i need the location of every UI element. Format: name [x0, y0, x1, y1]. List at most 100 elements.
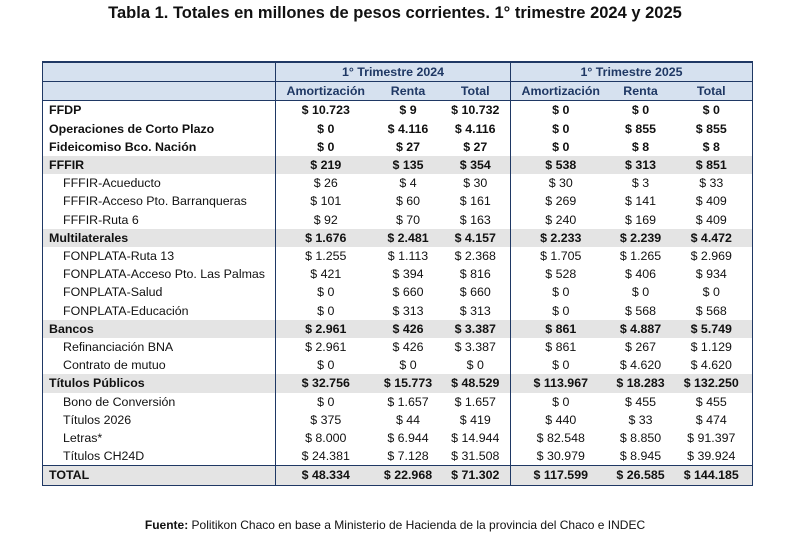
- cell-value: $ 5.749: [670, 319, 753, 339]
- cell-value: $ 1.113: [387, 249, 429, 264]
- table-row: Bancos $ 2.961 $ 426 $ 3.387 $ 861 $ 4.887 $ 5…: [42, 319, 753, 339]
- cell-value: $ 2.368: [454, 249, 496, 264]
- column-header: Total: [670, 81, 753, 102]
- cell-value: $ 313: [610, 156, 671, 175]
- row-label: FONPLATA-Ruta 13: [63, 249, 175, 264]
- cell-value: $ 0: [275, 356, 376, 375]
- cell-value: $ 660: [459, 285, 491, 300]
- cell-value: $ 30: [463, 176, 488, 191]
- cell-value: $ 861: [510, 319, 611, 339]
- cell-value: $ 816: [459, 267, 491, 282]
- cell-value: $ 313: [459, 303, 491, 318]
- cell-value: $ 1.129: [690, 340, 732, 355]
- table-row: TOTAL $ 48.334 $ 22.968 $ 71.302 $ 117.599 $ …: [42, 465, 753, 486]
- cell-value: $ 375: [275, 410, 376, 430]
- table-row: Títulos CH24D $ 24.381 $ 7.128 $ 31.508 $ 30…: [43, 447, 753, 466]
- row-label: FFDP: [49, 103, 82, 118]
- cell-value: $ 474: [695, 412, 727, 427]
- cell-value: $ 141: [625, 194, 657, 209]
- cell-value: $ 169: [625, 212, 657, 227]
- cell-value: $ 27: [395, 139, 421, 154]
- cell-value: $ 33: [699, 176, 724, 191]
- table-body: FFDP $ 10.723 $ 9 $ 10.732 $ 0 $ 0 $ 0 Operacio…: [42, 100, 753, 486]
- cell-value: $ 855: [625, 121, 657, 136]
- cell-value: $ 0: [275, 119, 376, 138]
- cell-value: $ 92: [275, 210, 376, 229]
- group-header-row: 1° Trimestre 2024 1° Trimestre 2025: [42, 61, 753, 83]
- cell-value: $ 30.979: [510, 447, 611, 466]
- row-label: Títulos 2026: [63, 412, 132, 427]
- cell-value: $ 48.529: [440, 374, 511, 393]
- cell-value: $ 4.157: [440, 228, 511, 248]
- cell-value: $ 0: [275, 137, 376, 157]
- cell-value: $ 8.000: [275, 429, 376, 448]
- cell-value: $ 568: [695, 303, 727, 318]
- cell-value: $ 4.116: [454, 121, 496, 136]
- table-row: FONPLATA-Educación $ 0 $ 313 $ 313 $ 0 $ 568 $…: [43, 301, 753, 320]
- table-row: FONPLATA-Acceso Pto. Las Palmas $ 421 $ 39…: [43, 265, 753, 284]
- cell-value: $ 101: [275, 192, 376, 211]
- cell-value: $ 660: [392, 285, 424, 300]
- cell-value: $ 14.944: [451, 431, 500, 446]
- cell-value: $ 1.705: [510, 247, 611, 266]
- column-header: Total: [440, 81, 511, 102]
- table-row: Bono de Conversión $ 0 $ 1.657 $ 1.657 $ 0 $ …: [43, 392, 753, 411]
- column-header-row: Amortización Renta Total Amortización Re…: [42, 81, 753, 102]
- cell-value: $ 455: [695, 394, 727, 409]
- cell-value: $ 1.657: [387, 394, 429, 409]
- cell-value: $ 18.283: [610, 374, 671, 393]
- cell-value: $ 0: [510, 301, 611, 320]
- cell-value: $ 113.967: [510, 374, 611, 393]
- cell-value: $ 354: [440, 156, 511, 175]
- header-blank: [42, 61, 276, 83]
- cell-value: $ 421: [275, 265, 376, 284]
- row-label: Bono de Conversión: [63, 394, 176, 409]
- cell-value: $ 0: [275, 392, 376, 411]
- data-table: 1° Trimestre 2024 1° Trimestre 2025 Amor…: [42, 61, 754, 486]
- cell-value: $ 32.756: [275, 374, 376, 393]
- cell-value: $ 48.334: [275, 465, 376, 486]
- row-label: FONPLATA-Salud: [63, 285, 163, 300]
- cell-value: $ 8: [631, 139, 650, 154]
- cell-value: $ 91.397: [687, 431, 736, 446]
- cell-value: $ 10.732: [451, 103, 500, 118]
- cell-value: $ 2.961: [275, 319, 376, 339]
- cell-value: $ 8.945: [619, 449, 662, 464]
- cell-value: $ 31.508: [451, 449, 500, 464]
- cell-value: $ 419: [459, 412, 491, 427]
- cell-value: $ 60: [395, 194, 421, 209]
- title: Tabla 1. Totales en millones de pesos co…: [108, 4, 682, 22]
- cell-value: $ 144.185: [670, 465, 753, 486]
- cell-value: $ 394: [392, 267, 424, 282]
- table-header: 1° Trimestre 2024 1° Trimestre 2025 Amor…: [42, 61, 753, 102]
- cell-value: $ 117.599: [510, 465, 611, 486]
- cell-value: $ 161: [459, 194, 491, 209]
- cell-value: $ 455: [625, 394, 657, 409]
- row-label: FFFIR-Acueducto: [63, 176, 161, 191]
- cell-value: $ 26.585: [610, 465, 671, 486]
- row-label: Operaciones de Corto Plazo: [49, 121, 215, 136]
- row-label: TOTAL: [42, 465, 276, 486]
- cell-value: $ 1.265: [619, 249, 662, 264]
- table-row: FFFIR-Acueducto $ 26 $ 4 $ 30 $ 30 $ 3 $ 33: [43, 174, 753, 193]
- column-header: Amortización: [275, 81, 376, 102]
- row-label: FFFIR: [42, 156, 276, 175]
- footer-label: Fuente:: [144, 518, 189, 532]
- row-label: FONPLATA-Educación: [63, 303, 189, 318]
- cell-value: $ 30: [510, 174, 611, 193]
- cell-value: $ 0: [510, 392, 611, 411]
- cell-value: $ 219: [275, 156, 376, 175]
- row-label: Títulos CH24D: [63, 449, 145, 464]
- cell-value: $ 406: [625, 267, 657, 282]
- cell-value: $ 33: [628, 412, 653, 427]
- cell-value: $ 7.128: [387, 449, 429, 464]
- footer: Fuente: Politikon Chaco en base a Minist…: [0, 518, 790, 532]
- cell-value: $ 0: [631, 103, 650, 118]
- cell-value: $ 440: [510, 410, 611, 430]
- cell-value: $ 3.387: [440, 319, 511, 339]
- cell-value: $ 4.472: [670, 228, 753, 248]
- cell-value: $ 0: [631, 285, 650, 300]
- cell-value: $ 0: [702, 103, 720, 118]
- table-row: FFFIR $ 219 $ 135 $ 354 $ 538 $ 313 $ 851: [42, 156, 753, 175]
- cell-value: $ 4.620: [619, 358, 662, 373]
